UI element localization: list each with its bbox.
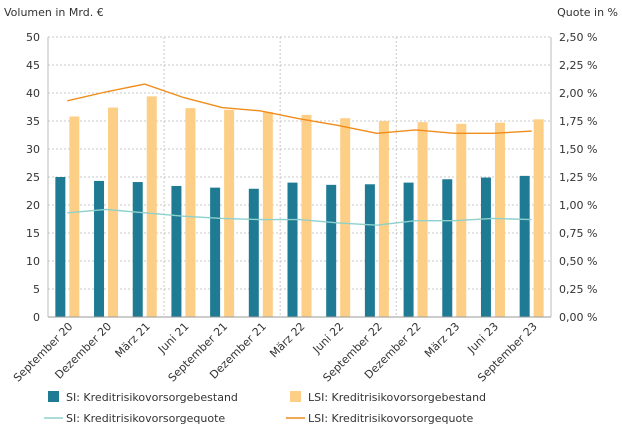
y-tick-label-right: 0,75 % — [559, 227, 597, 240]
y-tick-label-right: 1,50 % — [559, 143, 597, 156]
y-tick-label-right: 0,50 % — [559, 255, 597, 268]
si-bestand-bar — [171, 185, 182, 317]
y-tick-label-left: 35 — [26, 115, 40, 128]
lsi-bestand-bar — [340, 118, 351, 317]
y-axis-right-title: Quote in % — [557, 6, 618, 19]
y-tick-label-left: 40 — [26, 87, 40, 100]
lsi-bestand-bar — [301, 114, 312, 317]
y-tick-label-left: 0 — [33, 311, 40, 324]
x-tick-label: Juni 23 — [464, 320, 501, 357]
y-ticks-right: 0,00 % 0,25 % 0,50 % 0,75 % 1,00 % 1,25 % 1,50… — [559, 31, 597, 324]
lsi-bestand-bar — [417, 122, 428, 318]
lsi-bestand-bar — [494, 122, 505, 318]
si-bestand-bar — [55, 177, 66, 317]
si-bestand-bar — [210, 187, 221, 317]
axes — [47, 37, 552, 318]
lsi-bestand-bar — [378, 121, 389, 317]
legend: SI: Kreditrisikovorsorgebestand LSI: Kred… — [44, 391, 486, 425]
si-bestand-bar — [132, 182, 143, 317]
lsi-bestand-bar — [108, 107, 119, 317]
y-axis-left-title: Volumen in Mrd. € — [4, 6, 104, 19]
lsi-bestand-bar — [262, 112, 273, 317]
y-tick-label-right: 1,00 % — [559, 199, 597, 212]
y-tick-label-right: 2,50 % — [559, 31, 597, 44]
x-tick-label: März 22 — [267, 320, 307, 360]
y-tick-label-right: 0,00 % — [559, 311, 597, 324]
x-tick-label: März 23 — [422, 320, 462, 360]
si-bestand-bar — [364, 184, 375, 317]
legend-swatch-bar — [48, 391, 59, 402]
lsi-bestand-bar — [69, 116, 80, 318]
si-bestand-bar — [403, 182, 414, 317]
y-tick-label-right: 1,75 % — [559, 115, 597, 128]
y-ticks-left: 0 5 10 15 20 25 30 35 40 45 50 — [26, 31, 40, 324]
legend-label: LSI: Kreditrisikovorsorgequote — [308, 412, 474, 425]
si-bestand-bar — [326, 184, 337, 317]
legend-label: SI: Kreditrisikovorsorgebestand — [66, 391, 238, 404]
si-bestand-bar — [248, 188, 259, 317]
y-tick-label-left: 45 — [26, 59, 40, 72]
lines — [67, 83, 532, 226]
y-tick-label-left: 10 — [26, 255, 40, 268]
y-tick-label-left: 30 — [26, 143, 40, 156]
si-bestand-bar — [442, 179, 453, 317]
x-tick-label: Juni 21 — [155, 320, 192, 357]
si-bestand-bar — [287, 182, 298, 317]
y-tick-label-left: 25 — [26, 171, 40, 184]
si-bestand-bar — [519, 175, 530, 317]
x-tick-label: März 21 — [113, 320, 153, 360]
si-bestand-bar — [480, 177, 491, 317]
bars — [55, 96, 544, 318]
y-tick-label-right: 2,25 % — [559, 59, 597, 72]
lsi-bestand-bar — [224, 109, 235, 317]
legend-label: SI: Kreditrisikovorsorgequote — [66, 412, 225, 425]
y-tick-label-left: 50 — [26, 31, 40, 44]
y-tick-label-left: 20 — [26, 199, 40, 212]
si-bestand-bar — [94, 180, 105, 317]
y-tick-label-right: 0,25 % — [559, 283, 597, 296]
y-tick-label-right: 1,25 % — [559, 171, 597, 184]
grid — [48, 36, 551, 317]
legend-label: LSI: Kreditrisikovorsorgebestand — [308, 391, 486, 404]
y-tick-label-right: 2,00 % — [559, 87, 597, 100]
y-tick-label-left: 15 — [26, 227, 40, 240]
lsi-bestand-bar — [185, 108, 196, 318]
legend-swatch-bar — [290, 391, 301, 402]
lsi-bestand-bar — [533, 119, 544, 317]
si-quote-line — [67, 208, 532, 226]
lsi-quote-line — [67, 83, 532, 135]
y-tick-label-left: 5 — [33, 283, 40, 296]
x-tick-label: Juni 22 — [310, 320, 347, 357]
lsi-bestand-bar — [146, 96, 157, 317]
